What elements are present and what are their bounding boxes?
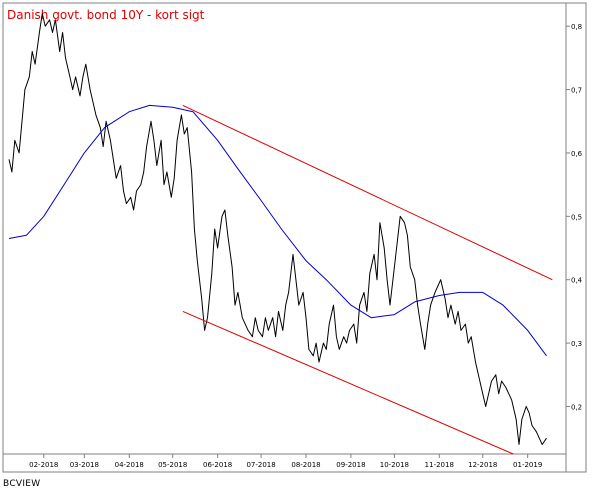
price-line bbox=[8, 13, 547, 445]
x-tick-label: 03-2018 bbox=[70, 461, 99, 469]
x-tick-label: 09-2018 bbox=[336, 461, 365, 469]
plot-frame bbox=[2, 2, 587, 473]
series-layer bbox=[8, 13, 553, 455]
y-axis-ticks: 0,2 0,3 0,4 0,5 0,6 0,7 0,8 bbox=[566, 23, 583, 411]
channel-line bbox=[182, 104, 553, 281]
x-tick-label: 01-2019 bbox=[513, 461, 542, 469]
x-tick-label: 12-2018 bbox=[468, 461, 497, 469]
x-tick-label: 06-2018 bbox=[203, 461, 232, 469]
x-tick-label: 04-2018 bbox=[115, 461, 144, 469]
channel-line bbox=[182, 310, 514, 455]
y-tick-label: 0,8 bbox=[571, 23, 582, 31]
y-tick-label: 0,7 bbox=[571, 87, 582, 95]
x-axis-ticks: 02-2018 03-2018 04-2018 05-2018 06-2018 07-20… bbox=[29, 454, 542, 469]
y-tick-label: 0,5 bbox=[571, 213, 582, 221]
chart-title: Danish govt. bond 10Y - kort sigt bbox=[7, 8, 205, 22]
y-tick-label: 0,4 bbox=[571, 277, 583, 285]
y-tick-label: 0,3 bbox=[571, 340, 582, 348]
x-tick-label: 10-2018 bbox=[380, 461, 409, 469]
x-tick-label: 02-2018 bbox=[29, 461, 58, 469]
moving_average-line bbox=[8, 104, 547, 357]
x-tick-label: 05-2018 bbox=[158, 461, 187, 469]
source-label: BCVIEW bbox=[3, 479, 41, 489]
x-tick-label: 07-2018 bbox=[246, 461, 275, 469]
x-tick-label: 08-2018 bbox=[291, 461, 320, 469]
y-tick-label: 0,2 bbox=[571, 403, 582, 411]
x-tick-label: 11-2018 bbox=[425, 461, 454, 469]
y-tick-label: 0,6 bbox=[571, 150, 583, 158]
